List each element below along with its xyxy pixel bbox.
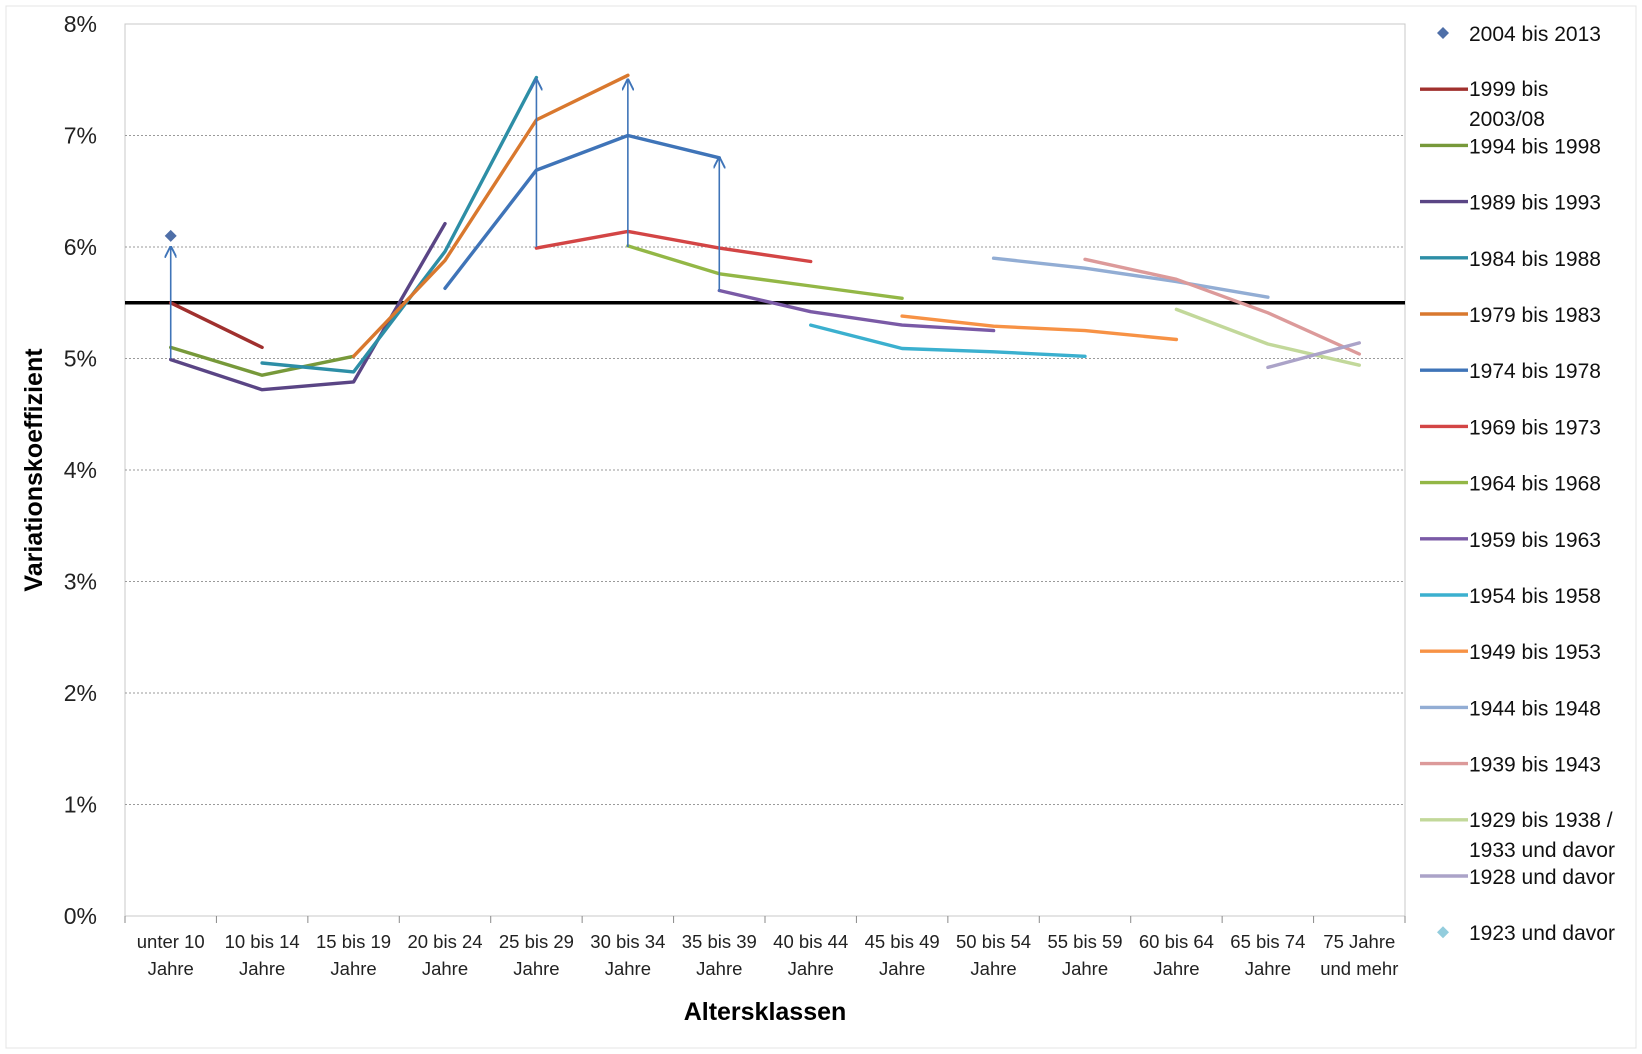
gridlines (125, 135, 1405, 805)
legend-label: 1964 bis 1968 (1469, 473, 1601, 496)
x-category-label: 30 bis 34 Jahre (590, 931, 665, 979)
x-category-label: 25 bis 29 Jahre (499, 931, 574, 979)
series-line-1928-und-davor (1266, 341, 1362, 370)
series-line-1974-bis-1978 (443, 133, 721, 290)
y-tick-label: 7% (64, 123, 97, 149)
data-point-2004-bis-2013 (164, 229, 177, 242)
x-category-label: 75 Jahre und mehr (1320, 931, 1398, 979)
legend-label: 1969 bis 1973 (1469, 416, 1601, 439)
x-axis: unter 10 Jahre 10 bis 14 Jahre 15 bis 19 Jahr… (124, 916, 1406, 979)
x-category-label: 15 bis 19 Jahre (316, 931, 391, 979)
x-category-label: 35 bis 39 Jahre (682, 931, 757, 979)
legend-label: 1979 bis 1983 (1469, 304, 1601, 327)
y-tick-label: 2% (64, 680, 97, 706)
legend-label: 1989 bis 1993 (1469, 192, 1601, 215)
series-line-1999-bis-2003-08 (168, 301, 264, 350)
series-lines (164, 73, 1362, 392)
x-category-label: unter 10 Jahre (137, 931, 205, 979)
series-line-1929-bis-1938-1933-und-davor (1174, 307, 1362, 367)
y-tick-label: 8% (64, 11, 97, 37)
legend-label: 1939 bis 1943 (1469, 754, 1601, 777)
x-category-label: 65 bis 74 Jahre (1230, 931, 1305, 979)
legend-label: 1954 bis 1958 (1469, 585, 1601, 608)
legend-label: 1984 bis 1988 (1469, 248, 1601, 271)
legend-label: 1928 und davor (1469, 866, 1615, 889)
legend-label: 1923 und davor (1469, 922, 1615, 945)
series-line-1939-bis-1943 (1083, 257, 1362, 356)
series-line-1954-bis-1958 (809, 323, 1087, 358)
legend-label: 1959 bis 1963 (1469, 529, 1601, 552)
x-category-label: 40 bis 44 Jahre (773, 931, 848, 979)
legend-label: 1974 bis 1978 (1469, 360, 1601, 383)
y-axis-ticks: 0% 1% 2% 3% 4% 5% 6% 7% 8% (64, 11, 97, 929)
outer-frame (5, 5, 1637, 1049)
y-tick-label: 3% (64, 569, 97, 595)
y-tick-label: 0% (64, 903, 97, 929)
x-category-label: 60 bis 64 Jahre (1139, 931, 1214, 979)
y-tick-label: 5% (64, 346, 97, 372)
legend-label: 1944 bis 1948 (1469, 697, 1601, 720)
series-line-1969-bis-1973 (534, 229, 813, 264)
x-axis-title: Altersklassen (684, 998, 847, 1026)
legend-label: 1994 bis 1998 (1469, 135, 1601, 158)
series-line-1994-bis-1998 (168, 345, 356, 377)
series-line-1964-bis-1968 (626, 244, 904, 300)
series-line-1959-bis-1963 (717, 288, 996, 333)
series-line-1979-bis-1983 (351, 73, 630, 358)
series-line-1984-bis-1988 (260, 75, 539, 374)
legend-label: 1949 bis 1953 (1469, 641, 1601, 664)
legend-label: 1929 bis 1938 /1933 und davor (1469, 809, 1615, 862)
series-line-1944-bis-1948 (991, 256, 1270, 299)
legend-marker-1923-und-davor (1437, 926, 1449, 939)
y-tick-label: 1% (64, 792, 97, 818)
x-category-label: 20 bis 24 Jahre (407, 931, 482, 979)
legend: 2004 bis 2013 1999 bis 2003/08 1994 bis 199… (1420, 23, 1615, 945)
y-tick-label: 4% (64, 457, 97, 483)
x-category-label: 50 bis 54 Jahre (956, 931, 1031, 979)
x-category-label: 10 bis 14 Jahre (225, 931, 300, 979)
series-line-1949-bis-1953 (900, 314, 1179, 342)
x-category-label: 55 bis 59 Jahre (1047, 931, 1122, 979)
legend-marker-2004-bis-2013 (1437, 27, 1449, 39)
y-axis-title: Variationskoeffizient (20, 348, 48, 592)
legend-label: 2004 bis 2013 (1469, 23, 1601, 46)
y-tick-label: 6% (64, 234, 97, 260)
annotation-arrows (171, 80, 720, 359)
series-line-1989-bis-1993 (168, 221, 447, 392)
legend-label: 1999 bis 2003/08 (1469, 78, 1548, 131)
x-category-label: 45 bis 49 Jahre (865, 931, 940, 979)
